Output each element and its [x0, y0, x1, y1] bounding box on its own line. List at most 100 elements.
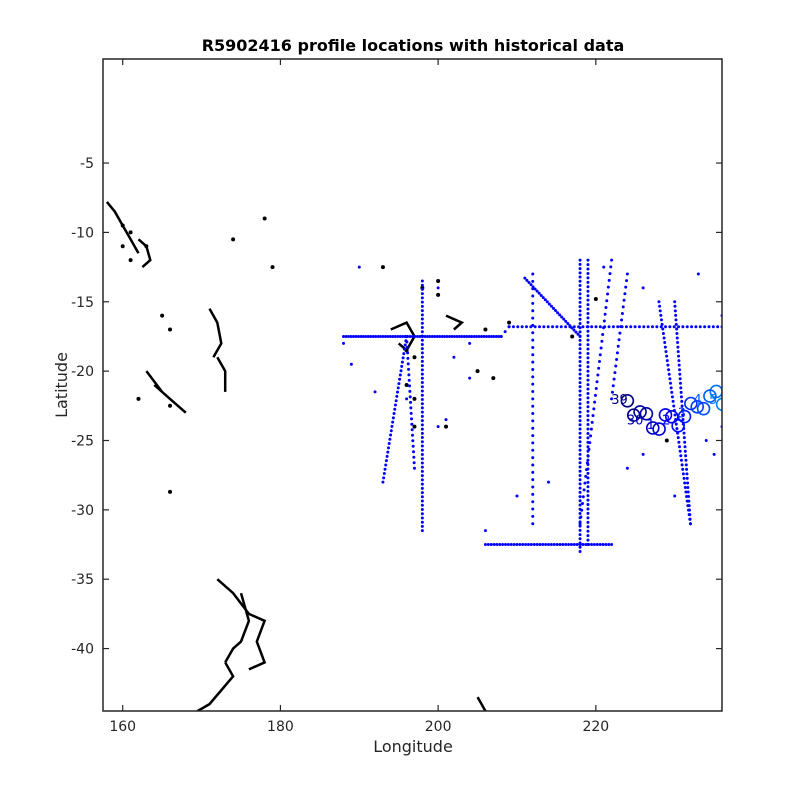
historical-point	[407, 378, 411, 382]
historical-point	[420, 520, 424, 524]
historical-point	[586, 267, 590, 271]
historical-point	[586, 529, 590, 533]
historical-point	[420, 436, 424, 440]
historical-point	[602, 265, 606, 269]
historical-point	[531, 500, 535, 504]
float-profile	[748, 416, 760, 428]
historical-point	[403, 343, 407, 347]
historical-point	[586, 387, 590, 391]
historical-point	[646, 325, 650, 329]
historical-point	[531, 382, 535, 386]
historical-point	[420, 452, 424, 456]
historical-point	[547, 480, 551, 484]
coast-point	[483, 327, 488, 332]
historical-point	[728, 370, 731, 373]
historical-point	[641, 286, 645, 290]
historical-point	[578, 326, 582, 330]
coast-point	[436, 278, 441, 283]
historical-point	[396, 386, 400, 390]
historical-point	[578, 457, 582, 461]
historical-point	[682, 431, 686, 435]
historical-point	[547, 543, 551, 547]
profile-number-label: 30	[627, 414, 644, 429]
historical-point	[711, 325, 715, 329]
historical-point	[662, 336, 666, 340]
historical-point	[673, 413, 677, 417]
historical-point	[642, 325, 646, 329]
historical-point	[611, 325, 615, 329]
historical-point	[586, 285, 590, 289]
historical-point	[531, 478, 535, 482]
historical-point	[561, 543, 565, 547]
historical-point	[566, 321, 570, 325]
coast-point	[128, 230, 133, 235]
historical-point	[420, 338, 424, 342]
historical-point	[457, 334, 461, 338]
coastline	[208, 308, 223, 358]
historical-point	[381, 334, 385, 338]
historical-point	[409, 400, 413, 404]
y-tick-label: -35	[71, 572, 94, 588]
historical-point	[420, 410, 424, 414]
historical-point	[578, 364, 582, 368]
historical-point	[420, 461, 424, 465]
historical-point	[420, 355, 424, 359]
historical-point	[598, 353, 602, 357]
historical-point	[586, 476, 590, 480]
historical-point	[420, 283, 424, 287]
historical-point	[572, 543, 576, 547]
historical-point	[589, 434, 593, 438]
coastline	[195, 661, 235, 711]
historical-point	[578, 473, 582, 477]
historical-point	[450, 334, 454, 338]
historical-point	[482, 334, 486, 338]
historical-point	[420, 457, 424, 461]
historical-point	[354, 334, 358, 338]
historical-point	[669, 381, 673, 385]
historical-point	[681, 418, 685, 422]
historical-point	[344, 334, 348, 338]
historical-point	[452, 334, 456, 338]
historical-point	[541, 296, 545, 300]
historical-point	[415, 334, 419, 338]
historical-point	[616, 344, 620, 348]
historical-point	[351, 334, 355, 338]
coast-point	[231, 237, 236, 242]
historical-point	[678, 381, 682, 385]
historical-point	[420, 516, 424, 520]
historical-point	[420, 359, 424, 363]
historical-point	[587, 543, 591, 547]
historical-point	[531, 345, 535, 349]
historical-point	[684, 458, 688, 462]
historical-point	[420, 419, 424, 423]
historical-point	[688, 517, 692, 521]
historical-point	[398, 373, 402, 377]
historical-point	[420, 351, 424, 355]
float-profile	[780, 406, 792, 418]
historical-point	[578, 359, 582, 363]
coast-point	[570, 334, 575, 339]
coast-point	[120, 223, 125, 228]
historical-point	[586, 347, 590, 351]
historical-point	[578, 309, 582, 313]
historical-point	[401, 334, 405, 338]
historical-point	[676, 350, 680, 354]
y-tick-label: -10	[71, 225, 94, 241]
historical-point	[613, 371, 617, 375]
historical-point	[558, 313, 562, 317]
historical-point	[621, 305, 625, 309]
historical-point	[603, 312, 607, 316]
float-profile	[703, 389, 717, 403]
y-tick-label: -40	[71, 642, 94, 658]
historical-point	[586, 436, 590, 440]
historical-point	[489, 334, 493, 338]
historical-point	[578, 271, 582, 275]
x-axis-label: Longitude	[373, 737, 453, 756]
historical-point	[660, 322, 664, 326]
historical-point	[618, 331, 622, 335]
historical-point	[531, 463, 535, 467]
historical-point	[531, 279, 535, 283]
historical-point	[586, 356, 590, 360]
historical-point	[586, 494, 590, 498]
historical-point	[408, 334, 412, 338]
